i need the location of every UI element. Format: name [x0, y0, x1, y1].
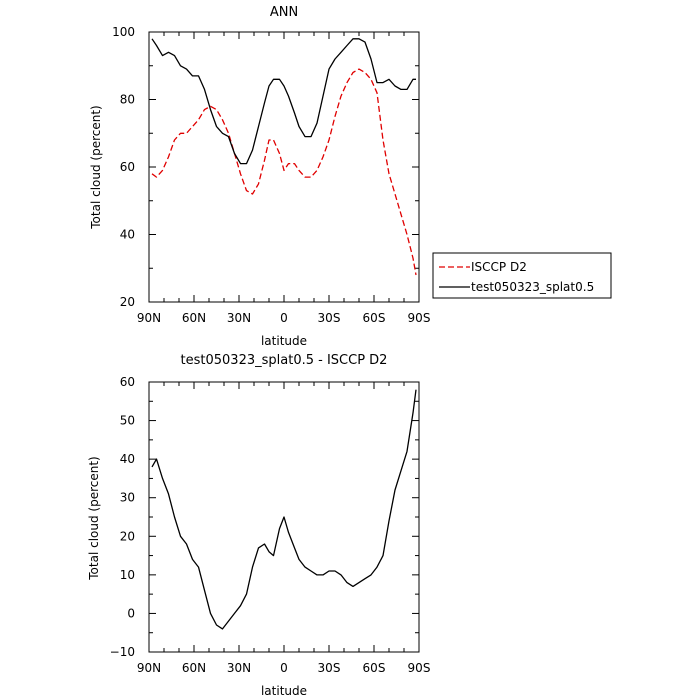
- legend: ISCCP D2 test050323_splat0.5: [432, 252, 612, 299]
- legend-label-isccp: ISCCP D2: [471, 260, 527, 274]
- bottom-chart-y-tick-label: 40: [120, 452, 135, 466]
- bottom-chart-tick-labels: 90N 60N 30N 0 30S 60S 90S −10 0 10 20 30 40 50 60: [110, 375, 431, 675]
- legend-box: [432, 252, 612, 299]
- top-chart-x-tick-label: 30N: [227, 311, 251, 325]
- top-chart-x-tick-label: 60S: [363, 311, 386, 325]
- top-chart-x-tick-label: 60N: [182, 311, 206, 325]
- top-chart-y-tick-label: 40: [120, 228, 135, 242]
- bottom-chart-series: [151, 389, 417, 630]
- top-chart-ylabel: Total cloud (percent): [89, 105, 103, 229]
- bottom-chart-x-tick-label: 60N: [182, 661, 206, 675]
- bottom-chart-xlabel: latitude: [261, 684, 307, 698]
- top-chart-series-line-0: [151, 68, 417, 276]
- bottom-chart-y-tick-label: 0: [127, 606, 135, 620]
- bottom-chart-series-line-0: [151, 389, 417, 630]
- top-chart-y-tick-label: 60: [120, 160, 135, 174]
- bottom-chart-y-tick-label: 10: [120, 568, 135, 582]
- bottom-chart-y-tick-label: 30: [120, 491, 135, 505]
- bottom-chart-ylabel: Total cloud (percent): [87, 456, 101, 580]
- legend-label-test: test050323_splat0.5: [471, 280, 594, 294]
- bottom-chart-x-tick-label: 60S: [363, 661, 386, 675]
- top-chart-y-tick-label: 100: [112, 25, 135, 39]
- bottom-chart-x-tick-label: 30S: [318, 661, 341, 675]
- top-chart-x-tick-label: 0: [280, 311, 288, 325]
- top-chart-x-tick-label: 90N: [137, 311, 161, 325]
- bottom-chart-x-tick-label: 0: [280, 661, 288, 675]
- top-chart-x-tick-label: 30S: [318, 311, 341, 325]
- bottom-chart-ticks: [148, 381, 420, 653]
- top-chart-title: ANN: [270, 5, 298, 20]
- bottom-chart-y-tick-label: 50: [120, 414, 135, 428]
- top-chart: ANN Total cloud (percent) latitude 90N 60…: [89, 5, 430, 348]
- bottom-chart-y-tick-label: −10: [110, 645, 135, 659]
- top-chart-tick-labels: 90N 60N 30N 0 30S 60S 90S 20 40 60 80 100: [112, 25, 430, 325]
- bottom-chart-plot-frame: [148, 381, 420, 653]
- bottom-chart-title: test050323_splat0.5 - ISCCP D2: [181, 353, 388, 368]
- bottom-chart-x-tick-label: 90S: [408, 661, 431, 675]
- top-chart-xlabel: latitude: [261, 334, 307, 348]
- top-chart-x-tick-label: 90S: [408, 311, 431, 325]
- bottom-chart-x-tick-label: 90N: [137, 661, 161, 675]
- bottom-chart-y-tick-label: 20: [120, 529, 135, 543]
- top-chart-series-line-1: [151, 38, 416, 165]
- top-chart-y-tick-label: 80: [120, 93, 135, 107]
- top-chart-plot-frame: [148, 31, 420, 303]
- top-chart-y-tick-label: 20: [120, 295, 135, 309]
- top-chart-series: [151, 38, 417, 276]
- bottom-chart-x-tick-label: 30N: [227, 661, 251, 675]
- bottom-chart-y-tick-label: 60: [120, 375, 135, 389]
- bottom-chart: test050323_splat0.5 - ISCCP D2 Total clo…: [87, 353, 430, 698]
